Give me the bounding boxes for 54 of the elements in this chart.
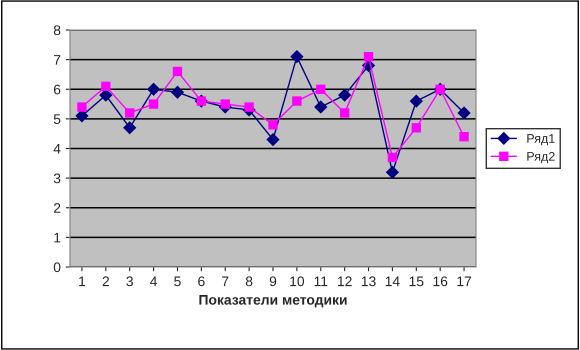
point	[77, 102, 87, 112]
y-tick-label: 8	[54, 25, 60, 36]
point	[220, 99, 230, 109]
x-tick-label: 8	[246, 276, 252, 286]
x-tick-label: 10	[290, 276, 304, 286]
y-tick-label: 3	[54, 173, 60, 184]
legend-label: Ряд1	[527, 134, 555, 146]
point	[101, 82, 111, 91]
point	[412, 123, 421, 132]
x-tick-label: 14	[386, 276, 400, 286]
y-tick-label: 1	[54, 232, 60, 242]
point	[316, 84, 326, 94]
point	[171, 86, 184, 99]
point	[388, 152, 398, 162]
x-tick-label: 1	[79, 276, 86, 286]
point	[244, 102, 254, 112]
x-tick-label: 11	[314, 276, 328, 286]
x-tick-label: 5	[174, 276, 181, 286]
y-tick-label: 2	[54, 203, 60, 213]
point	[147, 82, 160, 96]
point	[314, 100, 328, 114]
x-tick-label: 3	[126, 276, 133, 286]
point	[459, 132, 469, 142]
point	[410, 94, 423, 108]
x-tick-label: 12	[338, 276, 352, 286]
x-tick-label: 2	[102, 276, 109, 286]
x-tick-label: 9	[270, 276, 276, 286]
point	[123, 121, 136, 134]
legend-label: Ряд2	[527, 152, 555, 164]
y-tick-label: 0	[54, 262, 60, 272]
point	[148, 99, 158, 109]
x-tick-label: 16	[434, 276, 448, 286]
point	[364, 52, 374, 62]
point	[338, 88, 352, 102]
point	[266, 133, 280, 146]
x-axis-title: Показатели методики	[199, 295, 347, 308]
x-tick-label: 15	[410, 276, 424, 286]
point	[125, 108, 134, 118]
point	[172, 66, 182, 76]
x-tick-label: 17	[457, 276, 472, 286]
point	[458, 106, 470, 120]
x-tick-label: 7	[222, 276, 228, 286]
x-tick-label: 6	[198, 276, 205, 286]
x-tick-label: 13	[362, 276, 376, 286]
point	[292, 96, 302, 106]
point	[386, 166, 399, 179]
y-tick-label: 4	[54, 144, 61, 154]
x-tick-label: 4	[150, 276, 158, 286]
point	[290, 50, 304, 64]
y-tick-label: 6	[54, 84, 60, 94]
point	[340, 108, 350, 118]
point	[268, 120, 278, 130]
y-tick-label: 5	[54, 114, 60, 124]
y-tick-label: 7	[54, 55, 60, 65]
